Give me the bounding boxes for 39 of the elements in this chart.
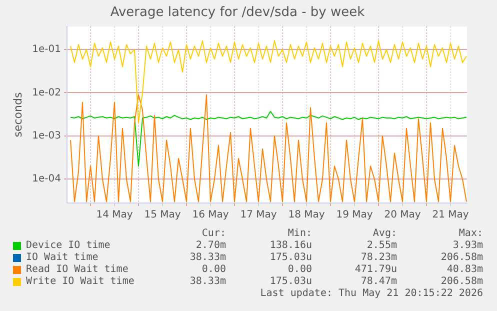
- legend-label: IO Wait time: [26, 252, 98, 264]
- legend-label: Write IO Wait time: [26, 276, 134, 288]
- legend-label: Device IO time: [26, 240, 110, 252]
- text: Avg:: [372, 228, 397, 240]
- chart-title: Average latency for /dev/sda - by week: [110, 5, 366, 20]
- y-tick-label: 1e-01: [32, 44, 61, 56]
- text: 78.23m: [360, 252, 397, 264]
- text: 175.03u: [270, 252, 312, 264]
- text: 0.00: [202, 264, 226, 276]
- text: 471.79u: [354, 264, 397, 276]
- text: 2.55m: [366, 240, 397, 252]
- text: Cur:: [202, 228, 226, 240]
- text: 40.83m: [446, 264, 483, 276]
- x-tick-label: 15 May: [144, 210, 181, 221]
- y-tick-label: 1e-04: [32, 174, 61, 185]
- x-tick-label: 20 May: [384, 210, 421, 221]
- text: 3.93m: [452, 240, 483, 252]
- text: 0.00: [288, 264, 312, 276]
- x-tick-label: 17 May: [240, 210, 277, 221]
- x-tick-label: 19 May: [336, 210, 373, 221]
- text: 138.16u: [270, 240, 312, 252]
- x-tick-label: 18 May: [288, 210, 325, 221]
- text: 38.33m: [190, 252, 226, 264]
- text: 175.03u: [270, 276, 312, 288]
- x-tick-label: 14 May: [96, 210, 133, 221]
- y-axis-title: seconds: [11, 92, 24, 138]
- y-tick-label: 1e-02: [32, 87, 61, 98]
- text: 38.33m: [190, 276, 226, 288]
- text: 2.70m: [196, 240, 226, 252]
- text: Last update: Thu May 21 20:15:22 2026: [260, 288, 483, 300]
- text: 78.47m: [360, 276, 397, 288]
- text: Min:: [288, 228, 312, 240]
- y-tick-label: 1e-03: [32, 130, 61, 142]
- x-tick-label: 21 May: [432, 210, 469, 221]
- x-tick-label: 16 May: [192, 210, 229, 221]
- text: 206.58m: [440, 252, 483, 264]
- text: Max:: [458, 228, 483, 240]
- text: 206.58m: [440, 276, 483, 288]
- legend-label: Read IO Wait time: [26, 264, 128, 276]
